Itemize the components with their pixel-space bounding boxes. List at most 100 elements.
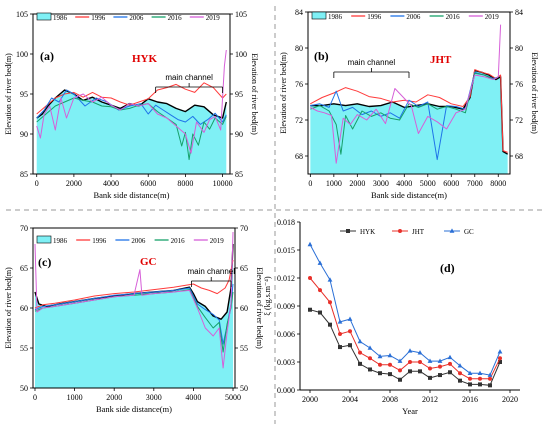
x-tick-label: 2004 xyxy=(342,395,358,404)
main-channel-label: main channel xyxy=(187,267,235,276)
point-JHT xyxy=(328,300,332,305)
series-line-2019 xyxy=(310,24,502,164)
legend-label-GC: GC xyxy=(464,228,474,236)
x-tick-label: 8000 xyxy=(490,179,506,188)
point-HYK xyxy=(328,322,332,327)
legend: 1986 1996 2006 2016 2019 xyxy=(36,235,225,245)
site-label: HYK xyxy=(132,53,158,65)
point-HYK xyxy=(368,367,372,372)
x-axis-label: Year xyxy=(402,406,418,416)
y-tick-label-right: 90 xyxy=(235,130,243,139)
panel-label: (b) xyxy=(314,49,329,63)
legend-label-2016: 2016 xyxy=(171,237,186,245)
legend-label-1996: 1996 xyxy=(92,237,107,245)
legend: 1986 1996 2006 2016 2019 xyxy=(311,11,500,21)
x-tick-label: 2000 xyxy=(302,395,318,404)
point-HYK xyxy=(388,372,392,377)
x-tick-label: 4000 xyxy=(185,393,201,402)
point-HYK xyxy=(338,345,342,350)
series-line-1996 xyxy=(34,259,234,309)
point-JHT xyxy=(448,361,452,366)
legend-label-1996: 1996 xyxy=(91,14,106,22)
point-JHT xyxy=(468,376,472,381)
y-tick-label: 95 xyxy=(20,90,28,99)
point-GC xyxy=(487,372,493,377)
legend-label-2019: 2019 xyxy=(485,13,500,21)
y-tick-label: 65 xyxy=(20,264,28,273)
y-tick-label-right: 95 xyxy=(235,90,243,99)
main-channel-bracket: main channel xyxy=(333,58,410,78)
legend: 1986 1996 2006 2016 2019 xyxy=(36,12,220,22)
y-tick-label: 76 xyxy=(295,80,303,89)
series-line-1996 xyxy=(36,82,227,115)
point-GC xyxy=(437,358,443,363)
point-GC xyxy=(497,349,503,354)
point-HYK xyxy=(318,310,322,315)
y-tick-label: 84 xyxy=(295,8,303,17)
panel-label: (a) xyxy=(40,49,54,63)
legend-label-2006: 2006 xyxy=(131,237,146,245)
legend-label-2016: 2016 xyxy=(168,14,183,22)
y-axis-label: Elevation of river bed(m) xyxy=(4,267,13,349)
series-line-1996 xyxy=(310,69,508,153)
point-JHT xyxy=(498,356,502,361)
point-JHT xyxy=(478,376,482,381)
point-GC xyxy=(377,353,383,359)
y-axis-label-right: Elevation of river bed(m) xyxy=(250,53,259,135)
point-GC xyxy=(397,358,403,363)
legend-marker-HYK xyxy=(346,229,350,233)
point-HYK xyxy=(468,382,472,387)
y-tick-label: 0.015 xyxy=(277,246,295,255)
y-axis-label-right: Elevation of river bed(m) xyxy=(530,52,539,134)
y-tick-label: 72 xyxy=(295,116,303,125)
x-tick-label: 0 xyxy=(35,179,39,188)
x-tick-label: 2000 xyxy=(349,179,365,188)
y-tick-label-right: 80 xyxy=(515,44,523,53)
point-GC xyxy=(357,338,363,344)
point-HYK xyxy=(308,307,312,312)
y-tick-label-right: 55 xyxy=(240,344,248,353)
legend-label-JHT: JHT xyxy=(412,228,425,236)
x-tick-label: 2008 xyxy=(382,395,398,404)
legend-label-1986: 1986 xyxy=(53,237,68,245)
point-JHT xyxy=(398,368,402,373)
y-tick-label-right: 65 xyxy=(240,264,248,273)
point-HYK xyxy=(488,383,492,388)
x-tick-label: 8000 xyxy=(177,179,193,188)
panel-d: 2000 2004 2008 2012 2016 2020 0.000 0.003 0.006 0… xyxy=(263,218,520,416)
fill-area-1986 xyxy=(310,70,508,174)
x-tick-label: 1000 xyxy=(326,179,342,188)
main-channel-label: main channel xyxy=(165,73,213,82)
legend-label-HYK: HYK xyxy=(360,228,375,236)
y-tick-label-right: 105 xyxy=(235,10,247,19)
x-tick-label: 2020 xyxy=(502,395,518,404)
y-tick-label: 60 xyxy=(20,304,28,313)
y-axis-label: ξ (kg.s.m⁻⁴) xyxy=(263,276,272,316)
y-tick-label: 68 xyxy=(295,152,303,161)
y-tick-label-right: 85 xyxy=(235,170,243,179)
point-GC xyxy=(447,354,453,360)
y-tick-label-right: 84 xyxy=(515,8,523,17)
y-tick-label: 85 xyxy=(20,170,28,179)
y-tick-label: 0.018 xyxy=(277,218,295,227)
point-JHT xyxy=(348,329,352,334)
legend-label-2006: 2006 xyxy=(406,13,421,21)
site-label: JHT xyxy=(430,54,452,66)
point-HYK xyxy=(478,382,482,387)
series-line-JHT xyxy=(309,277,501,380)
y-tick-label: 100 xyxy=(16,50,28,59)
point-GC xyxy=(387,352,393,358)
point-JHT xyxy=(408,360,412,364)
legend-label-2019: 2019 xyxy=(210,237,225,245)
point-HYK xyxy=(448,370,452,375)
fill-area-1986 xyxy=(34,244,234,388)
x-tick-label: 2016 xyxy=(462,395,478,404)
point-GC xyxy=(307,241,313,247)
point-HYK xyxy=(408,369,412,374)
y-tick-label-right: 70 xyxy=(240,224,248,233)
legend-label-1996: 1996 xyxy=(367,13,382,21)
y-tick-label-right: 60 xyxy=(240,304,248,313)
series-line-2006 xyxy=(34,283,234,345)
point-GC xyxy=(457,363,463,368)
